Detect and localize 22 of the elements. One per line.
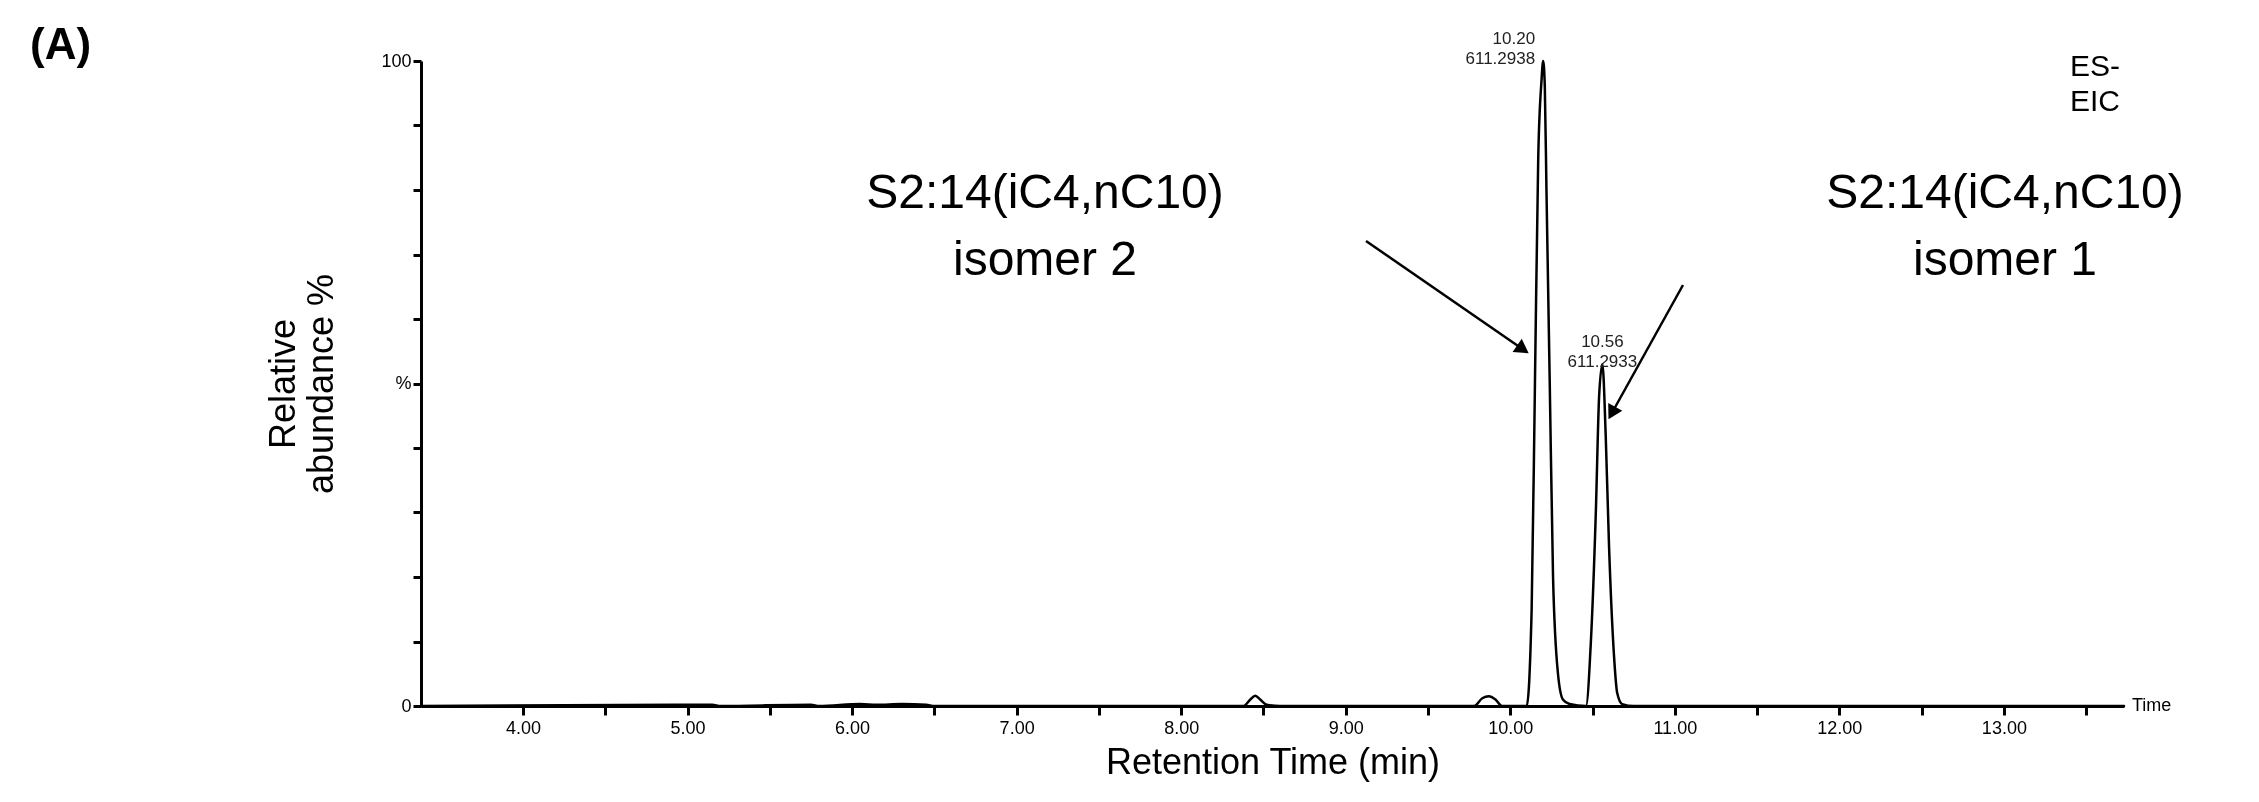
x-tick-label: 4.00: [505, 717, 542, 738]
x-tick-label: 6.00: [835, 717, 871, 738]
annotation: S2:14(iC4,nC10) isomer 2: [866, 165, 1224, 286]
x-tick-label: 7.00: [999, 717, 1035, 738]
annotation: 10.20 611.2938: [1465, 29, 1536, 68]
x-tick-label: 5.00: [670, 717, 706, 738]
x-tick-label: 10.00: [1488, 717, 1534, 738]
y-tick-label: 100: [381, 50, 412, 71]
x-tick-label: 12.00: [1817, 717, 1863, 738]
x-axis-title: Retention Time (min): [1105, 740, 1441, 782]
x-tick-label: 11.00: [1653, 717, 1698, 738]
x-tick-label: 13.00: [1981, 717, 2027, 738]
y-tick-label: 0: [401, 695, 412, 716]
annotation: ES- EIC: [2069, 49, 2121, 117]
y-axis-title: Relative abundance %: [262, 273, 342, 495]
annotation: 10.56 611.2933: [1567, 332, 1638, 371]
text: (A): [30, 19, 92, 68]
text: Time: [2132, 695, 2172, 715]
annotation: S2:14(iC4,nC10) isomer 1: [1826, 165, 2184, 286]
x-tick-label: 8.00: [1164, 717, 1200, 738]
y-tick-label: %: [395, 373, 412, 393]
x-tick-label: 9.00: [1328, 717, 1364, 738]
